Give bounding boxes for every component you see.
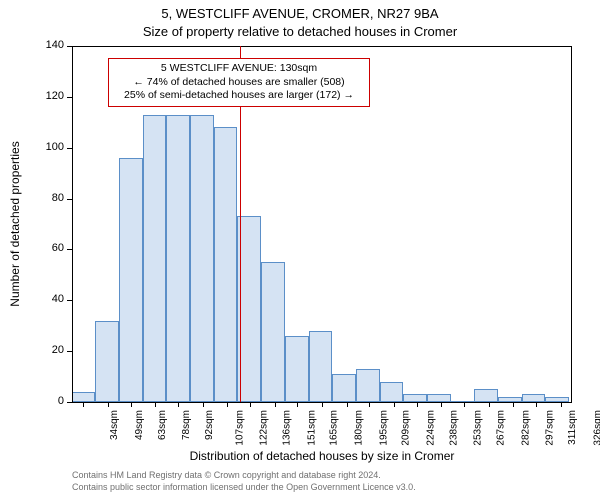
footnote-1: Contains HM Land Registry data © Crown c… xyxy=(72,470,381,480)
y-tick-mark xyxy=(67,199,72,200)
x-tick-label: 92sqm xyxy=(204,410,215,440)
x-tick-label: 282sqm xyxy=(520,410,531,446)
histogram-bar xyxy=(380,382,404,402)
annotation-line: ← 74% of detached houses are smaller (50… xyxy=(115,76,363,90)
x-tick-label: 180sqm xyxy=(354,410,365,446)
x-tick-mark xyxy=(441,402,442,407)
histogram-bar xyxy=(214,127,238,402)
histogram-chart: 5, WESTCLIFF AVENUE, CROMER, NR27 9BA Si… xyxy=(0,0,600,500)
annotation-line: 25% of semi-detached houses are larger (… xyxy=(115,89,363,103)
histogram-bar xyxy=(72,392,96,402)
x-tick-mark xyxy=(227,402,228,407)
y-tick-mark xyxy=(67,351,72,352)
y-tick-label: 80 xyxy=(34,192,64,204)
x-tick-label: 136sqm xyxy=(282,410,293,446)
annotation-line: 5 WESTCLIFF AVENUE: 130sqm xyxy=(115,62,363,76)
y-tick-mark xyxy=(67,46,72,47)
histogram-bar xyxy=(119,158,143,402)
y-tick-label: 140 xyxy=(34,39,64,51)
x-tick-label: 297sqm xyxy=(545,410,556,446)
x-tick-label: 34sqm xyxy=(109,410,120,440)
x-tick-label: 209sqm xyxy=(401,410,412,446)
histogram-bar xyxy=(95,321,119,402)
histogram-bar xyxy=(522,394,546,402)
y-tick-mark xyxy=(67,148,72,149)
x-tick-mark xyxy=(322,402,323,407)
x-tick-mark xyxy=(83,402,84,407)
x-tick-label: 49sqm xyxy=(134,410,145,440)
x-tick-mark xyxy=(178,402,179,407)
x-tick-mark xyxy=(561,402,562,407)
x-tick-label: 63sqm xyxy=(157,410,168,440)
y-tick-mark xyxy=(67,300,72,301)
histogram-bar xyxy=(190,115,214,402)
x-tick-mark xyxy=(369,402,370,407)
x-tick-mark xyxy=(536,402,537,407)
y-tick-mark xyxy=(67,402,72,403)
histogram-bar xyxy=(166,115,190,402)
x-tick-label: 165sqm xyxy=(329,410,340,446)
histogram-bar xyxy=(474,389,498,402)
histogram-bar xyxy=(143,115,167,402)
x-tick-mark xyxy=(513,402,514,407)
histogram-bar xyxy=(356,369,380,402)
y-tick-mark xyxy=(67,97,72,98)
x-tick-label: 311sqm xyxy=(567,410,578,445)
annotation-box: 5 WESTCLIFF AVENUE: 130sqm← 74% of detac… xyxy=(108,58,370,107)
x-tick-mark xyxy=(417,402,418,407)
histogram-bar xyxy=(332,374,356,402)
histogram-bar xyxy=(427,394,451,402)
x-tick-label: 326sqm xyxy=(592,410,600,446)
x-tick-label: 195sqm xyxy=(378,410,389,446)
x-tick-label: 78sqm xyxy=(181,410,192,440)
x-tick-mark xyxy=(203,402,204,407)
x-tick-mark xyxy=(464,402,465,407)
x-tick-mark xyxy=(489,402,490,407)
x-tick-mark xyxy=(297,402,298,407)
footnote-2: Contains public sector information licen… xyxy=(72,482,416,492)
x-tick-mark xyxy=(155,402,156,407)
histogram-bar xyxy=(309,331,333,402)
x-tick-label: 238sqm xyxy=(448,410,459,446)
x-tick-mark xyxy=(131,402,132,407)
x-tick-mark xyxy=(275,402,276,407)
x-tick-mark xyxy=(108,402,109,407)
x-tick-mark xyxy=(250,402,251,407)
y-tick-label: 60 xyxy=(34,242,64,254)
chart-title-sub: Size of property relative to detached ho… xyxy=(0,24,600,39)
x-tick-label: 267sqm xyxy=(496,410,507,446)
y-tick-label: 20 xyxy=(34,344,64,356)
x-tick-label: 122sqm xyxy=(259,410,270,446)
chart-title-main: 5, WESTCLIFF AVENUE, CROMER, NR27 9BA xyxy=(0,6,600,21)
y-tick-label: 0 xyxy=(34,395,64,407)
x-tick-mark xyxy=(347,402,348,407)
x-tick-label: 107sqm xyxy=(234,410,245,446)
x-axis-label: Distribution of detached houses by size … xyxy=(72,449,572,463)
histogram-bar xyxy=(285,336,309,402)
x-tick-label: 253sqm xyxy=(473,410,484,446)
x-tick-mark xyxy=(394,402,395,407)
histogram-bar xyxy=(403,394,427,402)
histogram-bar xyxy=(261,262,285,402)
y-tick-label: 100 xyxy=(34,141,64,153)
x-tick-label: 151sqm xyxy=(306,410,317,446)
y-tick-mark xyxy=(67,249,72,250)
y-tick-label: 40 xyxy=(34,293,64,305)
x-tick-label: 224sqm xyxy=(425,410,436,446)
y-tick-label: 120 xyxy=(34,90,64,102)
y-axis-line xyxy=(72,46,73,402)
